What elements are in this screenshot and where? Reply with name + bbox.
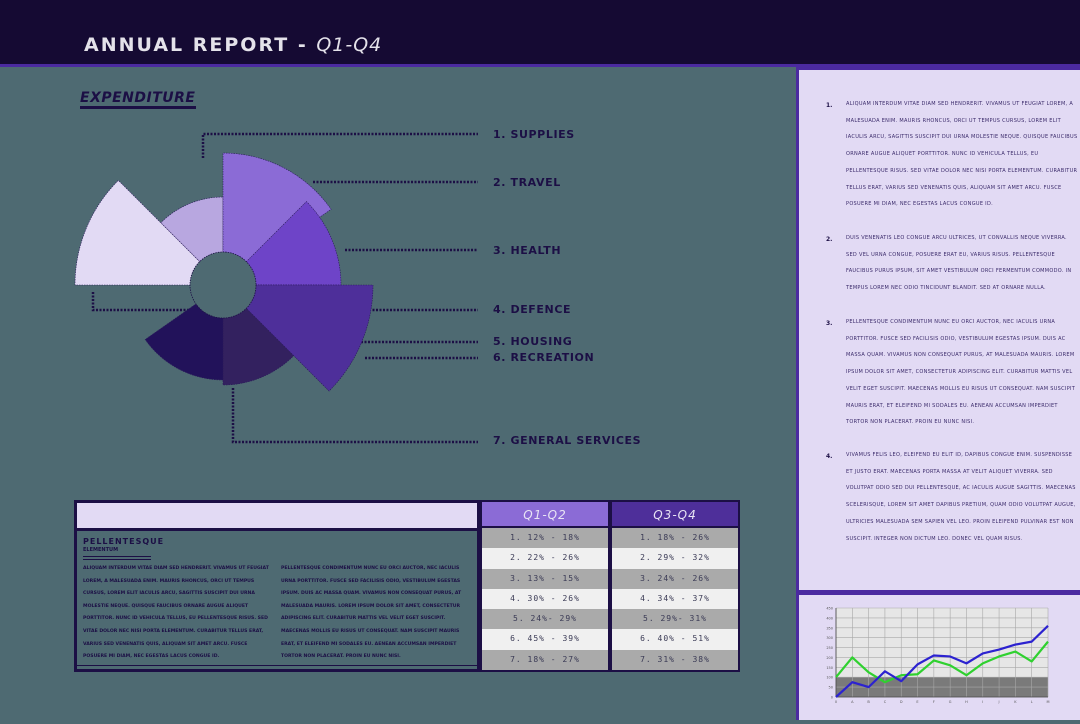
title-subtitle: Q1-Q4 (316, 34, 383, 56)
expenditure-chart (74, 132, 478, 444)
table-text-col2: PELLENTESQUE CONDIMENTUM NUNC EU ORCI AU… (281, 566, 462, 660)
table-subheading: ELEMENTUM (83, 547, 119, 553)
expenditure-title: EXPENDITURE (80, 91, 196, 109)
svg-text:I: I (982, 700, 983, 704)
svg-text:50: 50 (829, 686, 833, 690)
legend-label: 5. HOUSING (493, 335, 573, 348)
note-text: PELLENTESQUE CONDIMENTUM NUNC EU ORCI AU… (846, 319, 1076, 426)
table-row: 3. 24% - 26% (612, 568, 738, 589)
table-header-blank (77, 503, 477, 531)
svg-text:350: 350 (826, 626, 833, 630)
note-text: ALIQUAM INTERDUM VITAE DIAM SED HENDRERI… (846, 101, 1078, 208)
note-number: 2. (826, 236, 833, 243)
svg-text:250: 250 (826, 646, 833, 650)
pie-slice (222, 201, 342, 286)
note-text: VIVAMUS FELIS LEO, ELEIFEND EU ELIT ID, … (846, 452, 1076, 542)
table-text-col1: ALIQUAM INTERDUM VITAE DIAM SED HENDRERI… (83, 566, 269, 660)
data-table: PELLENTESQUE ELEMENTUM ALIQUAM INTERDUM … (74, 500, 740, 672)
svg-text:L: L (1031, 700, 1033, 704)
legend-label: 4. DEFENCE (493, 303, 572, 316)
title-text: ANNUAL REPORT - (84, 34, 317, 56)
page-title: ANNUAL REPORT - Q1-Q4 (84, 34, 382, 56)
table-row: 2. 22% - 26% (482, 548, 608, 569)
q3-q4-header: Q3-Q4 (612, 502, 738, 528)
svg-text:M: M (1046, 700, 1049, 704)
pie-slice (222, 284, 374, 392)
svg-text:400: 400 (826, 616, 833, 620)
divider (77, 665, 477, 666)
svg-text:J: J (998, 700, 1000, 704)
table-row: 4. 34% - 37% (612, 588, 738, 610)
legend-label: 3. HEALTH (493, 244, 562, 257)
table-row: 7. 18% - 27% (482, 649, 608, 671)
divider (83, 556, 151, 560)
sidebar: 1. ALIQUAM INTERDUM VITAE DIAM SED HENDRE… (796, 67, 1080, 720)
svg-text:A: A (851, 700, 854, 704)
svg-text:H: H (965, 700, 968, 704)
table-row: 5. 24%- 29% (482, 609, 608, 630)
legend-label: 1. SUPPLIES (493, 128, 575, 141)
svg-text:0: 0 (831, 696, 833, 700)
table-row: 1. 12% - 18% (482, 528, 608, 549)
svg-text:200: 200 (826, 656, 833, 660)
leader-line (201, 132, 478, 158)
table-row: 6. 40% - 51% (612, 629, 738, 650)
svg-text:300: 300 (826, 636, 833, 640)
svg-text:150: 150 (826, 666, 833, 670)
pie-slice (74, 179, 224, 286)
table-row: 5. 29%- 31% (612, 609, 738, 630)
note-number: 4. (826, 453, 833, 460)
svg-text:F: F (933, 700, 935, 704)
svg-text:100: 100 (826, 676, 833, 680)
table-row: 4. 30% - 26% (482, 588, 608, 610)
notes-panel: 1. ALIQUAM INTERDUM VITAE DIAM SED HENDRE… (799, 70, 1080, 590)
q1-q2-column: Q1-Q2 1. 12% - 18% 2. 22% - 26% 3. 13% - 1… (480, 500, 610, 672)
svg-text:C: C (884, 700, 887, 704)
legend-label: 7. GENERAL SERVICES (493, 434, 642, 447)
svg-text:450: 450 (826, 607, 833, 611)
line-series-green (835, 640, 1049, 684)
note-number: 3. (826, 320, 833, 327)
table-row: 6. 45% - 39% (482, 629, 608, 650)
legend-label: 6. RECREATION (493, 351, 595, 364)
table-row: 3. 13% - 15% (482, 568, 608, 589)
svg-text:G: G (949, 700, 952, 704)
line-series-blue (835, 625, 1049, 698)
pie-hole (189, 251, 257, 319)
leader-line (231, 388, 478, 444)
q1-q2-header: Q1-Q2 (482, 502, 608, 528)
note-number: 1. (826, 102, 833, 109)
svg-text:D: D (900, 700, 903, 704)
table-row: 2. 29% - 32% (612, 548, 738, 569)
svg-text:B: B (867, 700, 870, 704)
line-chart-panel: 0 50 100 150 200 250 300 350 400 450 0 A B C D E F G H I J K L… (799, 595, 1080, 720)
main-area: EXPENDITURE 1. SUPPLIES 2. TRAVEL 3. HEALT… (0, 70, 796, 720)
table-row: 1. 18% - 26% (612, 528, 738, 549)
line-chart: 0 50 100 150 200 250 300 350 400 450 0 A B C D E F G H I J K L… (826, 607, 1049, 705)
svg-text:E: E (916, 700, 918, 704)
header: ANNUAL REPORT - Q1-Q4 (0, 0, 1080, 67)
q3-q4-column: Q3-Q4 1. 18% - 26% 2. 29% - 32% 3. 24% - 2… (610, 500, 740, 672)
table-heading: PELLENTESQUE (83, 537, 165, 546)
svg-text:0: 0 (835, 700, 837, 704)
legend-label: 2. TRAVEL (493, 176, 561, 189)
table-description: PELLENTESQUE ELEMENTUM ALIQUAM INTERDUM … (74, 500, 480, 672)
table-row: 7. 31% - 38% (612, 649, 738, 671)
pie-slice (222, 152, 332, 286)
svg-text:K: K (1014, 700, 1017, 704)
note-text: DUIS VENENATIS LEO CONGUE ARCU ULTRICES,… (846, 235, 1072, 292)
